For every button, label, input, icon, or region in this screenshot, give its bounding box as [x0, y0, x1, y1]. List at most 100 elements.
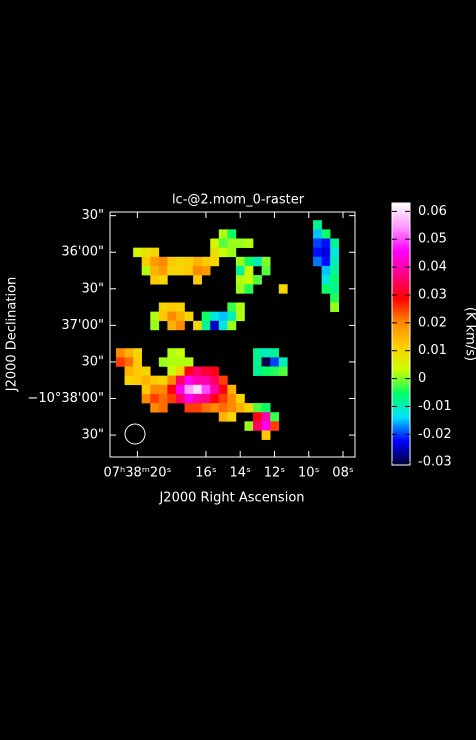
cell	[167, 357, 176, 366]
cell	[219, 412, 228, 421]
cell	[227, 394, 236, 403]
cell	[193, 394, 202, 403]
cell	[159, 266, 168, 275]
cell	[236, 312, 245, 321]
cell	[176, 266, 185, 275]
cell	[262, 403, 271, 412]
cell	[193, 266, 202, 275]
cell	[244, 239, 253, 248]
cell	[279, 284, 288, 293]
cell	[133, 366, 142, 375]
cell	[125, 348, 134, 357]
cell	[210, 385, 219, 394]
cell	[116, 348, 125, 357]
x-tick-label: 16ˢ	[195, 466, 217, 481]
cell	[125, 366, 134, 375]
cell	[219, 239, 228, 248]
cell	[176, 366, 185, 375]
cell	[253, 275, 262, 284]
cell	[330, 257, 339, 266]
cell	[313, 248, 322, 257]
x-tick-label: 07ʰ38ᵐ20ˢ	[103, 466, 171, 481]
cell	[185, 266, 194, 275]
cell	[167, 394, 176, 403]
cell	[330, 266, 339, 275]
cell	[322, 284, 331, 293]
chart-title: lc-@2.mom_0-raster	[172, 193, 305, 208]
cell	[210, 394, 219, 403]
cell	[185, 366, 194, 375]
colorbar-tick-label: 0.02	[418, 315, 447, 330]
cell	[262, 348, 271, 357]
cell	[167, 303, 176, 312]
y-axis-label: J2000 Declination	[5, 277, 20, 393]
cell	[253, 357, 262, 366]
cell	[219, 312, 228, 321]
cell	[262, 366, 271, 375]
cell	[236, 303, 245, 312]
cell	[227, 312, 236, 321]
cell	[150, 312, 159, 321]
cell	[202, 376, 211, 385]
cell	[150, 376, 159, 385]
cell	[262, 421, 271, 430]
cell	[322, 266, 331, 275]
cell	[150, 385, 159, 394]
colorbar	[392, 203, 410, 465]
cell	[219, 376, 228, 385]
cell	[133, 376, 142, 385]
cell	[176, 394, 185, 403]
cell	[202, 312, 211, 321]
cell	[142, 266, 151, 275]
cell	[159, 394, 168, 403]
cell	[322, 275, 331, 284]
cell	[185, 376, 194, 385]
cell	[159, 385, 168, 394]
cell	[176, 348, 185, 357]
cell	[185, 385, 194, 394]
cell	[193, 275, 202, 284]
cell	[244, 275, 253, 284]
cell	[244, 266, 253, 275]
y-tick-label: 30"	[81, 281, 104, 296]
cell	[193, 376, 202, 385]
cell	[227, 321, 236, 330]
cell	[330, 275, 339, 284]
colorbar-label: (K km/s)	[463, 307, 476, 361]
cell	[279, 366, 288, 375]
colorbar-tick-label: -0.01	[418, 399, 452, 414]
cell	[159, 312, 168, 321]
cell	[142, 385, 151, 394]
cell	[262, 412, 271, 421]
y-tick-label: 30"	[81, 428, 104, 443]
cell	[236, 257, 245, 266]
cell	[150, 321, 159, 330]
x-tick-label: 08ˢ	[332, 466, 354, 481]
cell	[253, 348, 262, 357]
cell	[167, 266, 176, 275]
cell	[193, 257, 202, 266]
cell	[150, 394, 159, 403]
cell	[167, 376, 176, 385]
x-tick-label: 10ˢ	[298, 466, 320, 481]
cell	[185, 357, 194, 366]
cell	[236, 239, 245, 248]
cell	[330, 248, 339, 257]
cell	[176, 376, 185, 385]
cell	[142, 366, 151, 375]
cell	[193, 403, 202, 412]
cell	[159, 403, 168, 412]
cell	[313, 257, 322, 266]
y-tick-label: 30"	[81, 208, 104, 223]
cell	[227, 403, 236, 412]
cell	[227, 229, 236, 238]
colorbar-tick-label: -0.02	[418, 427, 452, 442]
cell	[202, 394, 211, 403]
cell	[244, 284, 253, 293]
cell	[236, 403, 245, 412]
cell	[330, 239, 339, 248]
cell	[176, 312, 185, 321]
cell	[176, 321, 185, 330]
cell	[142, 376, 151, 385]
cell	[210, 239, 219, 248]
